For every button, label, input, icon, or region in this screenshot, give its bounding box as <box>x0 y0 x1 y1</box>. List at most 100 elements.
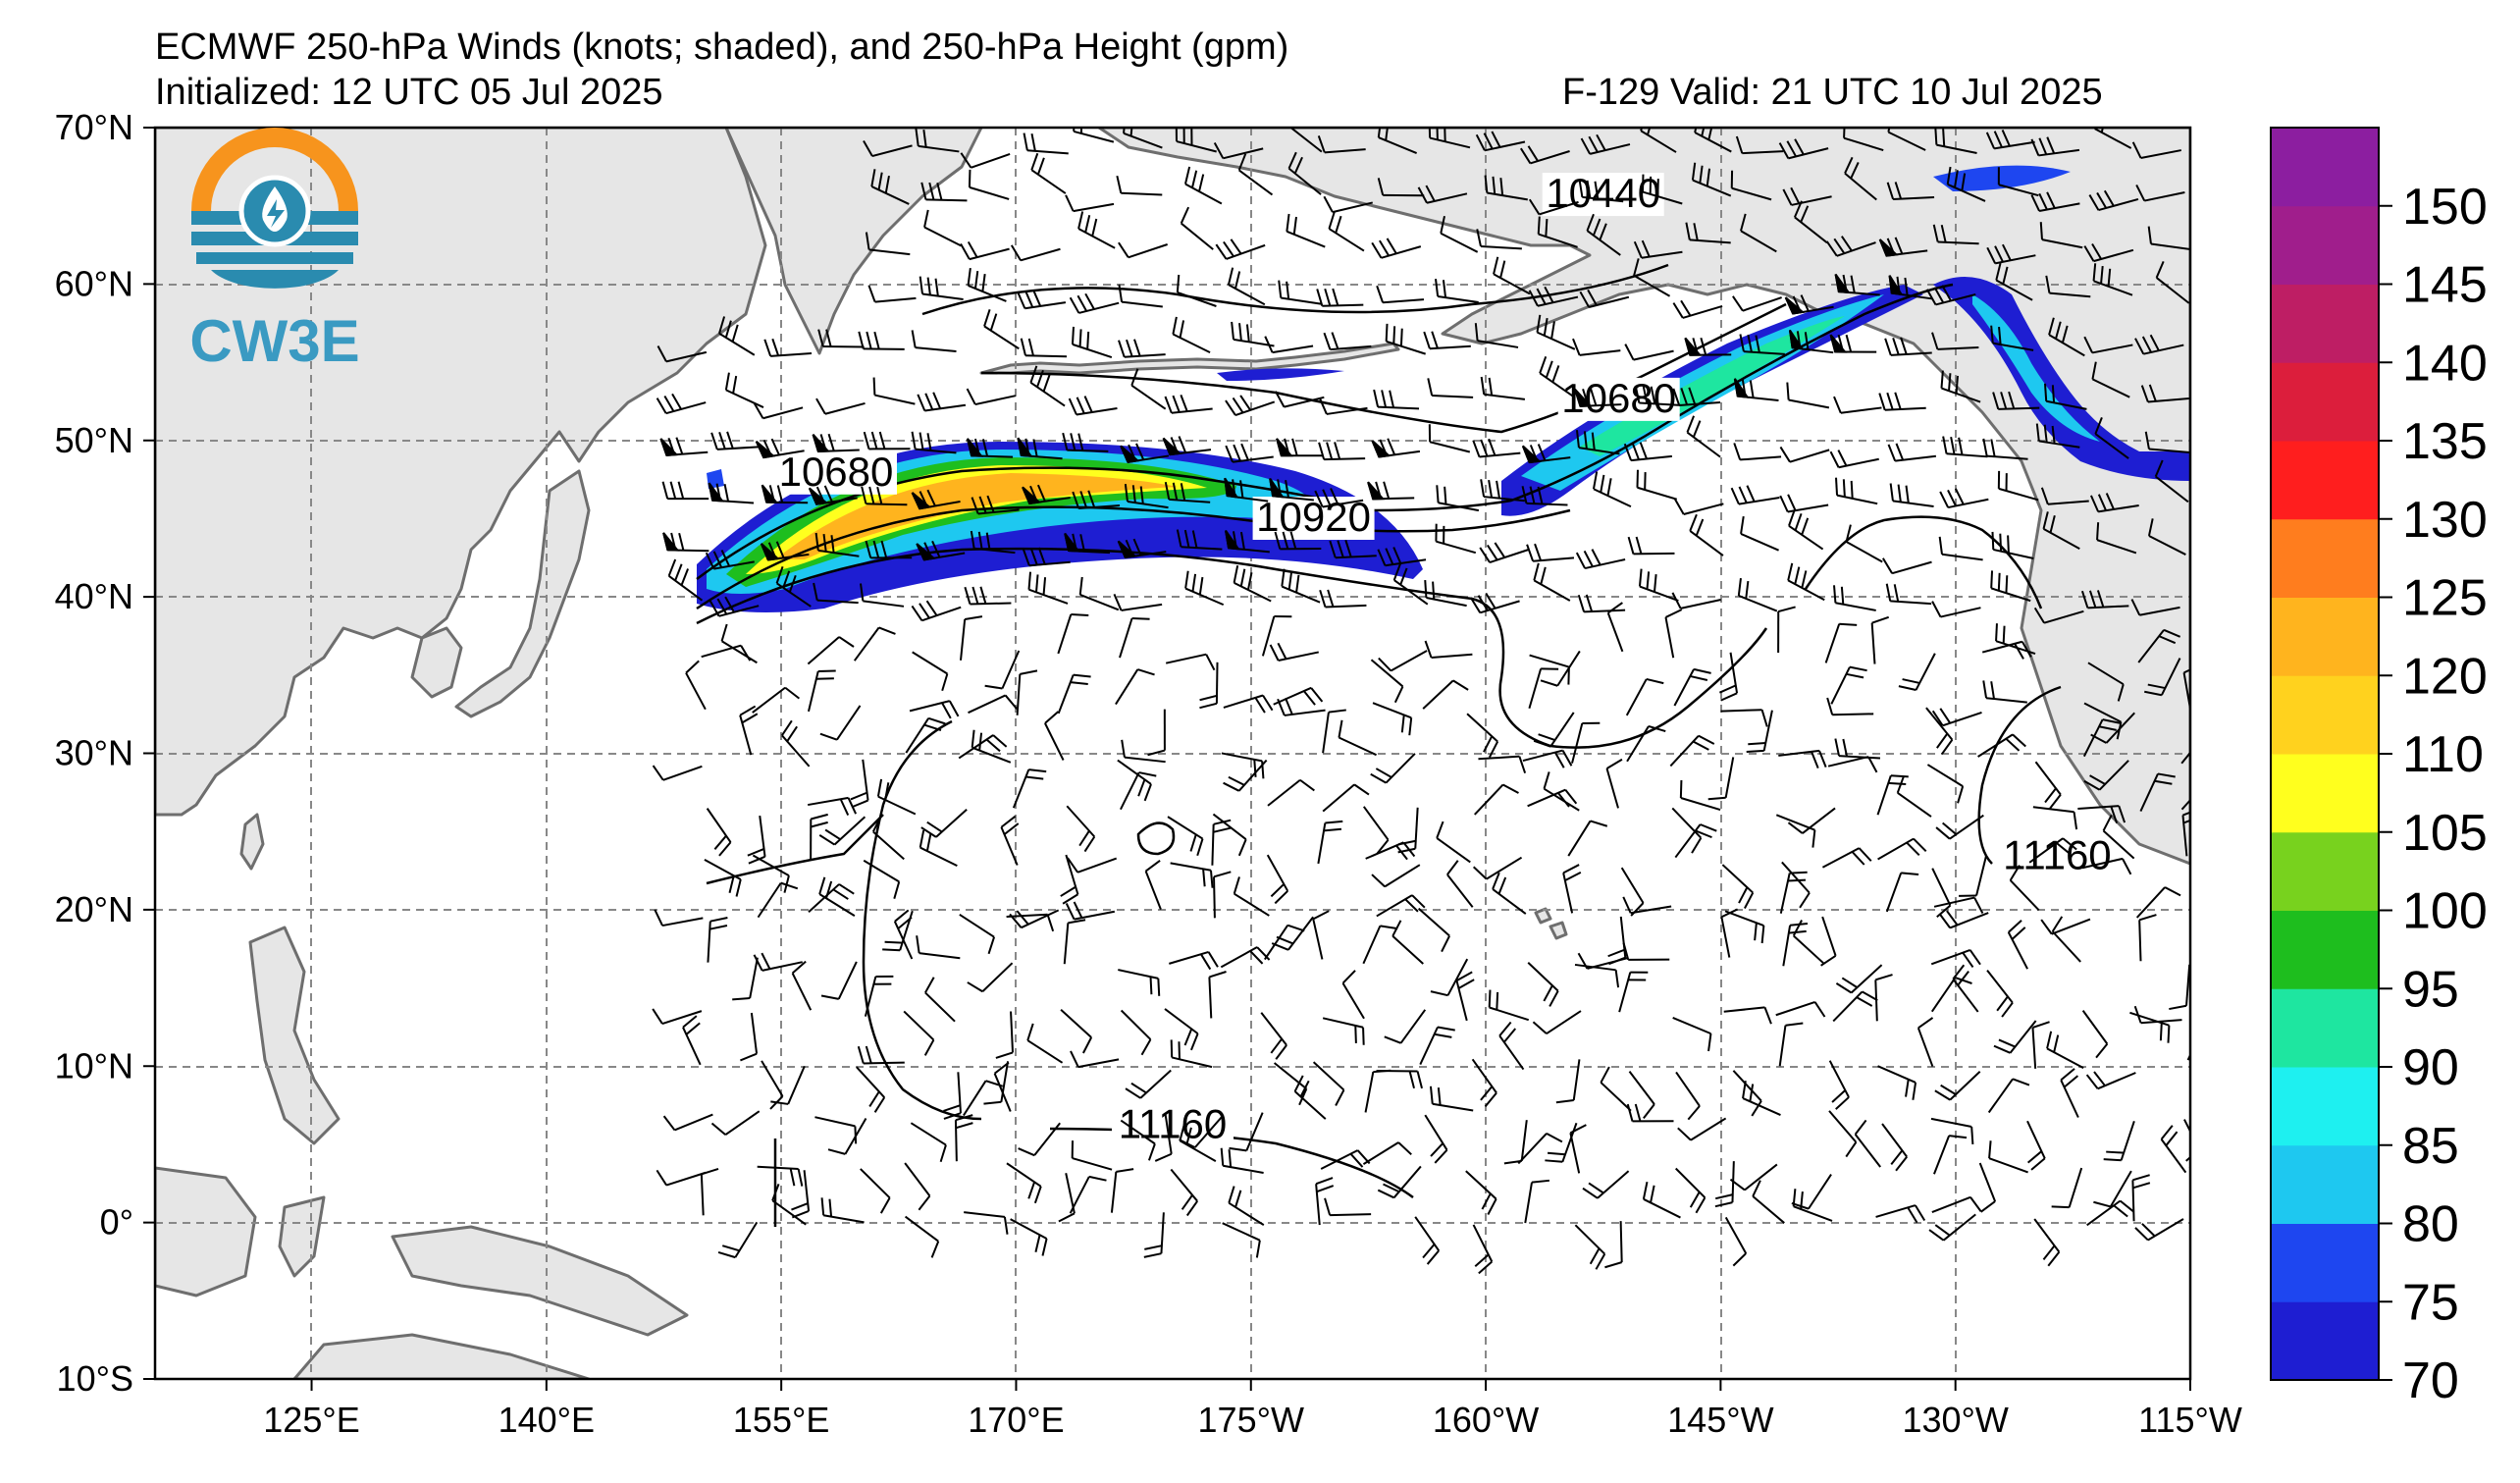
wind-barb <box>1987 1078 2030 1114</box>
wind-barb <box>1371 438 1421 458</box>
lon-tick-label: 170°E <box>968 1400 1064 1440</box>
wind-barb <box>1981 640 2032 660</box>
wind-barb <box>971 729 1012 764</box>
wind-barb <box>1071 326 1113 358</box>
colorbar-label: 125 <box>2402 570 2488 627</box>
wind-barb <box>1422 679 1469 710</box>
wind-barb <box>1391 920 1424 965</box>
wind-barb <box>867 285 917 303</box>
wind-barb <box>1323 195 1374 214</box>
colorbar-label: 145 <box>2402 257 2488 314</box>
wind-barb <box>1318 442 1366 461</box>
wind-barb <box>1828 1060 1850 1110</box>
lon-tick-label: 125°E <box>263 1400 359 1440</box>
wind-barb <box>1318 397 1368 415</box>
wind-barb <box>1213 142 1264 160</box>
wind-barb <box>1470 592 1520 614</box>
wind-barb <box>911 431 957 454</box>
wind-barb <box>1440 215 1479 253</box>
wind-barb <box>1932 224 1979 245</box>
wind-barb <box>659 437 709 456</box>
wind-barb <box>1829 450 1879 469</box>
wind-barb <box>1371 864 1421 888</box>
wind-barb <box>1287 151 1322 195</box>
wind-barb <box>1384 1009 1427 1044</box>
wind-barb <box>1622 942 1670 961</box>
wind-barb <box>958 734 1008 760</box>
wind-barb <box>1686 415 1721 458</box>
wind-barb <box>1435 523 1477 555</box>
wind-barb <box>1625 677 1664 716</box>
wind-barb <box>1066 805 1096 853</box>
jet-west-70 <box>707 469 724 489</box>
wind-barb <box>1069 292 1120 314</box>
wind-barb <box>1341 970 1365 1020</box>
wind-barb <box>911 489 961 510</box>
wind-barb <box>1628 1071 1655 1119</box>
wind-barb <box>903 1010 935 1056</box>
wind-barb <box>1826 697 1874 716</box>
wind-barb <box>1978 1162 1997 1213</box>
land-sulawesi <box>278 1195 326 1278</box>
wind-barb <box>1169 950 1219 971</box>
wind-barb <box>893 909 914 960</box>
wind-barb <box>1022 484 1071 505</box>
wind-barb <box>1877 1065 1917 1100</box>
wind-barb <box>717 1221 759 1259</box>
colorbar-segment <box>2271 1144 2379 1224</box>
wind-barb <box>1567 820 1608 857</box>
wind-barb <box>861 486 908 506</box>
wind-barb <box>1110 1168 1134 1213</box>
wind-barb <box>1377 1165 1422 1199</box>
wind-barb <box>2088 189 2139 212</box>
wind-barb <box>1271 916 1314 951</box>
wind-barb <box>1878 237 1928 257</box>
wind-barb <box>1322 709 1346 754</box>
bolt-icon <box>267 199 285 228</box>
wind-barb <box>967 962 1014 993</box>
wind-barb <box>1371 238 1422 259</box>
wind-barb <box>2083 242 2134 263</box>
wind-barb <box>1787 807 1836 834</box>
wind-barb <box>1529 654 1570 685</box>
wind-barb <box>1778 1022 1804 1067</box>
wind-barb <box>1328 211 1365 252</box>
wind-barb <box>1130 368 1167 410</box>
wind-barb <box>959 913 996 955</box>
wind-barb <box>1211 819 1232 866</box>
wind-barb <box>1997 470 2039 502</box>
wind-barb <box>1385 323 1426 355</box>
wind-barb <box>2087 662 2125 702</box>
wind-barb <box>2090 712 2135 744</box>
wind-barb <box>968 694 1018 715</box>
lon-tick-label: 130°W <box>1902 1400 2008 1440</box>
wind-barb <box>1752 1180 1785 1224</box>
wind-barb <box>682 1015 702 1066</box>
wind-barb <box>1540 650 1581 687</box>
wind-barb <box>864 975 894 1017</box>
wind-barb <box>1184 570 1225 607</box>
wind-barb <box>1575 430 1620 455</box>
wind-barb <box>1933 896 1984 914</box>
wind-barb <box>1787 562 1825 602</box>
wind-barb <box>1012 768 1047 809</box>
wind-barb <box>1176 529 1223 551</box>
wind-barb <box>1428 128 1471 149</box>
wind-barb <box>1067 857 1118 874</box>
wind-barb <box>920 182 968 202</box>
wind-barb <box>983 308 1020 350</box>
wind-barb <box>1835 964 1883 994</box>
wind-barb <box>815 397 866 415</box>
wind-barb <box>2140 384 2189 403</box>
wind-barb <box>2131 1174 2151 1222</box>
colorbar-segment <box>2271 675 2379 755</box>
wind-barb <box>1740 213 1777 253</box>
wind-barb <box>1006 1162 1042 1204</box>
lat-tick-label: 10°S <box>57 1358 133 1399</box>
wind-barb <box>1070 1050 1120 1069</box>
land-philippines <box>248 926 341 1145</box>
wind-barb <box>1877 837 1927 861</box>
wind-barb <box>1673 498 1724 515</box>
wind-barb <box>2040 487 2089 505</box>
